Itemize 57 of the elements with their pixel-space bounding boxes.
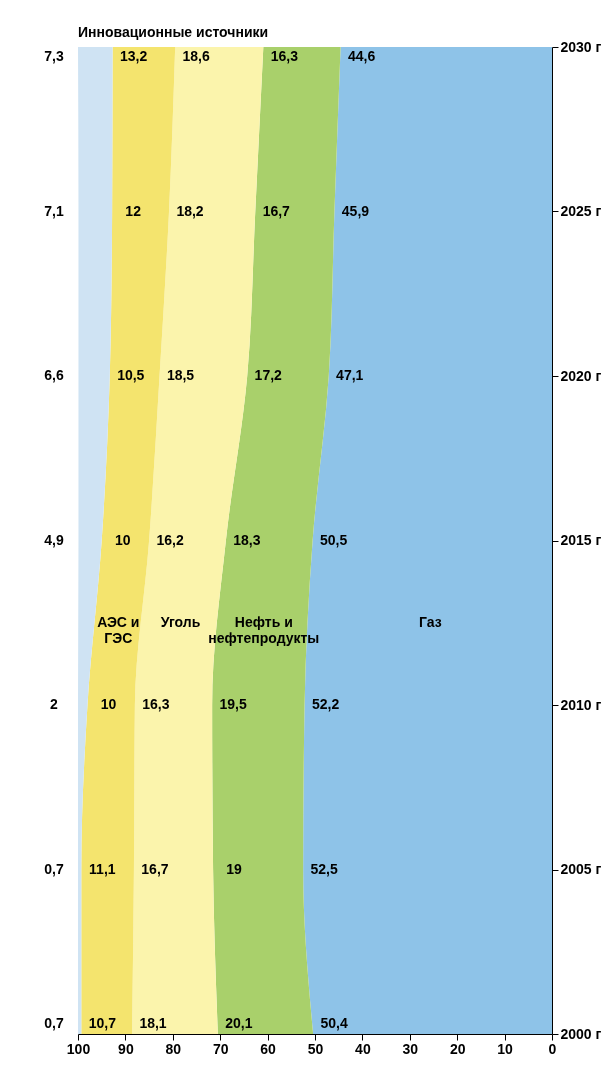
data-label: 12 bbox=[125, 202, 142, 219]
data-label: 20,1 bbox=[225, 1015, 253, 1031]
data-label: 16,7 bbox=[262, 202, 291, 219]
data-label: 4,9 bbox=[44, 531, 64, 548]
x-tick-label: 10 bbox=[497, 1040, 514, 1057]
data-label: 10,5 bbox=[117, 367, 145, 383]
x-tick-label: 0 bbox=[548, 1040, 557, 1057]
data-label: 18,3 bbox=[233, 531, 261, 548]
data-label: 52,2 bbox=[311, 696, 340, 712]
x-tick-label: 80 bbox=[165, 1040, 182, 1057]
x-tick-label: 50 bbox=[307, 1040, 324, 1057]
x-tick-label: 60 bbox=[260, 1040, 277, 1057]
data-label: 16,7 bbox=[141, 860, 169, 877]
data-label: 10 bbox=[100, 696, 117, 712]
data-label: 0,7 bbox=[44, 1015, 64, 1031]
data-label: 19 bbox=[226, 860, 243, 877]
x-tick-label: 20 bbox=[449, 1040, 466, 1057]
x-tick-label: 70 bbox=[212, 1040, 229, 1057]
series-label: АЭС и ГЭС bbox=[97, 613, 140, 646]
y-tick-label: 2005 г bbox=[560, 861, 602, 877]
y-tick-label: 2000 г bbox=[560, 1025, 602, 1042]
data-label: 50,4 bbox=[320, 1015, 348, 1031]
y-tick-label: 2025 г bbox=[560, 203, 602, 219]
data-label: 44,6 bbox=[347, 48, 376, 64]
x-tick-label: 30 bbox=[402, 1040, 419, 1057]
data-label: 50,5 bbox=[320, 531, 348, 548]
data-label: 18,5 bbox=[166, 367, 195, 383]
series-label: Газ bbox=[418, 613, 442, 630]
data-label: 11,1 bbox=[89, 860, 116, 877]
x-tick-label: 90 bbox=[118, 1040, 134, 1057]
data-label: 7,1 bbox=[44, 202, 64, 219]
series-label: Уголь bbox=[160, 613, 201, 630]
data-label: 7,3 bbox=[44, 48, 64, 64]
series-label: Инновационные источники bbox=[78, 24, 269, 40]
data-label: 16,3 bbox=[270, 48, 299, 64]
data-label: 18,2 bbox=[176, 202, 204, 219]
data-label: 52,5 bbox=[310, 860, 338, 877]
data-label: 19,5 bbox=[219, 696, 247, 712]
data-label: 16,3 bbox=[142, 696, 170, 712]
data-label: 2 bbox=[50, 696, 59, 712]
x-tick-label: 40 bbox=[355, 1040, 371, 1057]
y-tick-label: 2015 г bbox=[560, 532, 602, 548]
data-label: 10,7 bbox=[88, 1015, 117, 1031]
data-label: 17,2 bbox=[254, 367, 283, 383]
data-label: 10 bbox=[114, 531, 131, 548]
y-tick-label: 2030 г bbox=[560, 38, 602, 55]
x-tick-label: 100 bbox=[66, 1040, 91, 1057]
data-label: 47,1 bbox=[336, 367, 364, 383]
data-label: 0,7 bbox=[44, 860, 64, 877]
y-tick-label: 2020 г bbox=[560, 367, 602, 384]
y-tick-label: 2010 г bbox=[560, 696, 602, 713]
data-label: 13,2 bbox=[119, 48, 148, 64]
data-label: 16,2 bbox=[156, 531, 184, 548]
data-label: 18,6 bbox=[182, 48, 211, 64]
data-label: 45,9 bbox=[341, 202, 370, 219]
data-label: 18,1 bbox=[139, 1015, 167, 1031]
data-label: 6,6 bbox=[44, 367, 64, 383]
